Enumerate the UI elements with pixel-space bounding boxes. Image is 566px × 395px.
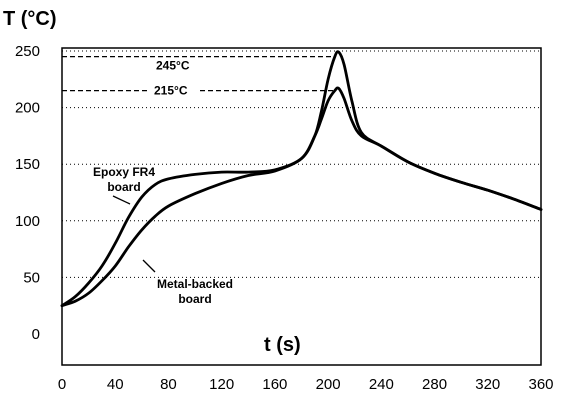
- x-axis-title: t (s): [264, 334, 301, 356]
- y-tick-label: 100: [15, 213, 40, 230]
- y-tick-label: 0: [32, 326, 40, 343]
- y-tick-label: 50: [23, 269, 40, 286]
- tick-labels: 0 50 100 150 200 250 0 40 80 120 160 200 240 280 320 36…: [15, 43, 554, 393]
- reference-lines: 245°C 215°C: [62, 56, 337, 98]
- y-axis-title: T (°C): [3, 8, 57, 30]
- series-layer: [60, 50, 543, 308]
- peak-label-245: 245°C: [156, 59, 190, 73]
- x-tick-label: 0: [58, 376, 66, 393]
- annotation-line: Metal-backed: [157, 277, 233, 291]
- x-tick-label: 40: [107, 376, 124, 393]
- y-tick-label: 200: [15, 100, 40, 117]
- y-tick-label: 150: [15, 156, 40, 173]
- x-tick-label: 160: [262, 376, 287, 393]
- x-tick-label: 280: [422, 376, 447, 393]
- x-tick-label: 120: [209, 376, 234, 393]
- annotation-line: board: [107, 180, 140, 194]
- x-tick-label: 320: [475, 376, 500, 393]
- x-tick-label: 80: [160, 376, 177, 393]
- x-tick-label: 360: [528, 376, 553, 393]
- peak-label-215: 215°C: [154, 84, 188, 98]
- annotation-leader-2: [142, 259, 156, 273]
- x-tick-label: 240: [369, 376, 394, 393]
- annotation-leader-1: [112, 195, 131, 205]
- annotation-line: board: [178, 292, 211, 306]
- plot-frame: [61, 47, 542, 366]
- annotation-line: Epoxy FR4: [93, 165, 155, 179]
- y-tick-label: 250: [15, 43, 40, 60]
- annotation-1: Epoxy FR4 board: [93, 165, 155, 194]
- x-tick-label: 200: [316, 376, 341, 393]
- series-line-metal-backed-board: [60, 86, 543, 308]
- annotation-2: Metal-backed board: [157, 277, 233, 306]
